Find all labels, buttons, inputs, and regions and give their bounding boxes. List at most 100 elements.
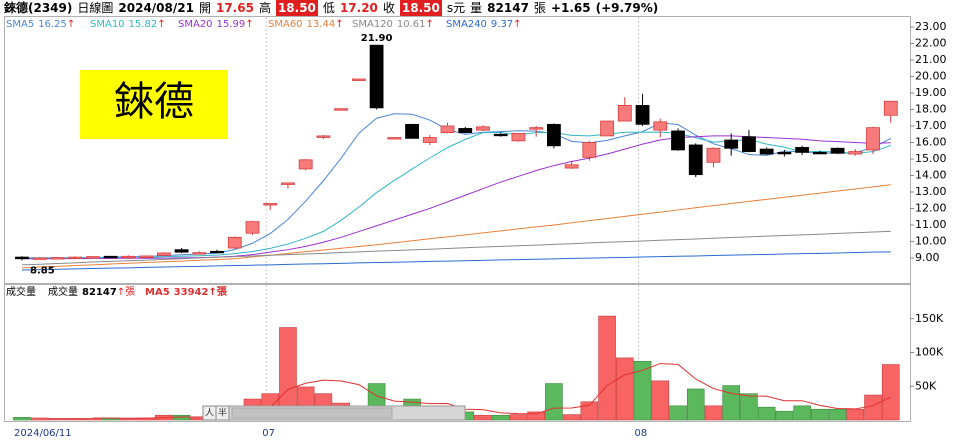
candle-body [281,182,295,185]
legend-name: SMA10 [90,19,125,30]
legend-arrow: ↑ [426,19,434,30]
y-tick-label: 150K [915,312,944,325]
sma-line [21,184,891,269]
legend-value: 82147 [82,287,117,298]
volume-bar [669,405,687,421]
volume-bar [811,408,829,421]
candle-body [848,151,863,155]
candle-body [405,123,419,139]
legend-entry: SMA5 16.25↑ [6,19,75,30]
y-tick-label: 50K [915,379,937,392]
scrollbar-button-label[interactable]: 半 [218,407,227,419]
candle-body [759,148,774,155]
legend-entry: SMA20 15.99↑ [178,19,254,30]
candle-body [458,128,473,134]
volume-bar [562,414,581,421]
legend-name: 成交量 [48,285,78,298]
y-tick-label: 16.00 [915,135,947,148]
y-tick-label: 100K [915,346,944,359]
candle-body [547,123,561,147]
field-value: 18.50 [275,0,318,16]
candle-body [15,256,29,260]
candle-body [706,147,721,163]
candle-body [210,250,224,254]
panel-title: 成交量 [6,285,36,298]
candle-body [724,139,739,149]
volume-bar [66,418,84,421]
candle-body [139,255,154,258]
volume-bar [686,388,705,421]
field-label: 低 [322,1,335,15]
candle-body [600,120,614,137]
price-panel [4,16,911,284]
volume-bar [491,414,510,421]
legend-name: SMA120 [352,19,393,30]
candle-body [68,256,83,260]
candle-body [582,142,597,158]
candle-body [617,104,632,122]
legend-value: 15.82 [129,19,158,30]
scrollbar-button[interactable] [215,405,230,421]
volume-unit: 張 [533,1,546,15]
y-tick-label: 13.00 [915,185,947,198]
volume-bar [846,408,865,421]
field-value: 17.65 [215,1,254,15]
candle-body [564,164,579,169]
candle-body [777,151,792,155]
y-tick-label: 17.00 [915,119,947,132]
volume-bar [527,411,545,421]
legend-value: 16.25 [38,19,67,30]
field-label: 高 [258,1,271,15]
legend-arrow: ↑ [67,19,75,30]
volume-bar [775,410,794,421]
field-value: 17.20 [339,1,378,15]
candle-body [369,44,384,109]
candle-body [387,137,402,140]
candle-body [671,130,685,151]
legend-entry: SMA120 10.61↑ [352,19,434,30]
sma-line [21,251,891,271]
volume-bar [864,394,882,421]
legend-unit: 張 [217,286,228,298]
volume-bar [633,360,652,421]
volume-bar [545,383,563,421]
legend-unit: 張 [125,286,135,298]
candle-body [812,151,827,155]
stock-label: 錸德 [114,79,194,125]
legend-name: SMA5 [6,19,34,30]
scrollbar-thumb [231,407,393,419]
volume-bar [651,380,670,421]
legend-arrow: ↑ [117,287,125,298]
candle-body [635,104,650,125]
y-tick-label: 20.00 [915,70,947,83]
candle-body [476,126,490,131]
legend-name: MA5 [145,287,170,298]
y-tick-label: 10.00 [915,234,947,247]
x-tick-label: 07 [262,428,275,439]
legend-value: 9.37 [491,19,513,30]
field-value: 18.50 [399,0,442,16]
x-tick-label: 08 [635,428,648,439]
candle-body [688,144,703,176]
legend-value: 33942 [174,287,209,298]
y-tick-label: 9.00 [915,251,940,264]
volume-bar [13,416,31,421]
legend-entry: SMA240 9.37↑ [446,19,522,30]
field-label: 開 [198,1,211,15]
max-label: 21.90 [361,33,393,44]
candle-body [86,256,100,259]
candle-body [32,257,47,260]
candle-body [156,252,171,256]
candle-body [440,125,455,134]
legend-value: 13.44 [307,19,336,30]
y-tick-label: 15.00 [915,152,947,165]
volume-bar [704,405,723,421]
header: 錸德(2349) 日線圖 2024/08/21 開 17.65 高 18.50 … [0,0,957,16]
currency: s元 [446,1,466,15]
candle-body [263,203,278,206]
period[interactable]: 日線圖 [77,1,114,15]
candle-body [334,108,349,111]
scrollbar-button-label[interactable]: 人 [205,408,214,419]
legend-entry: SMA10 15.82↑ [90,19,166,30]
